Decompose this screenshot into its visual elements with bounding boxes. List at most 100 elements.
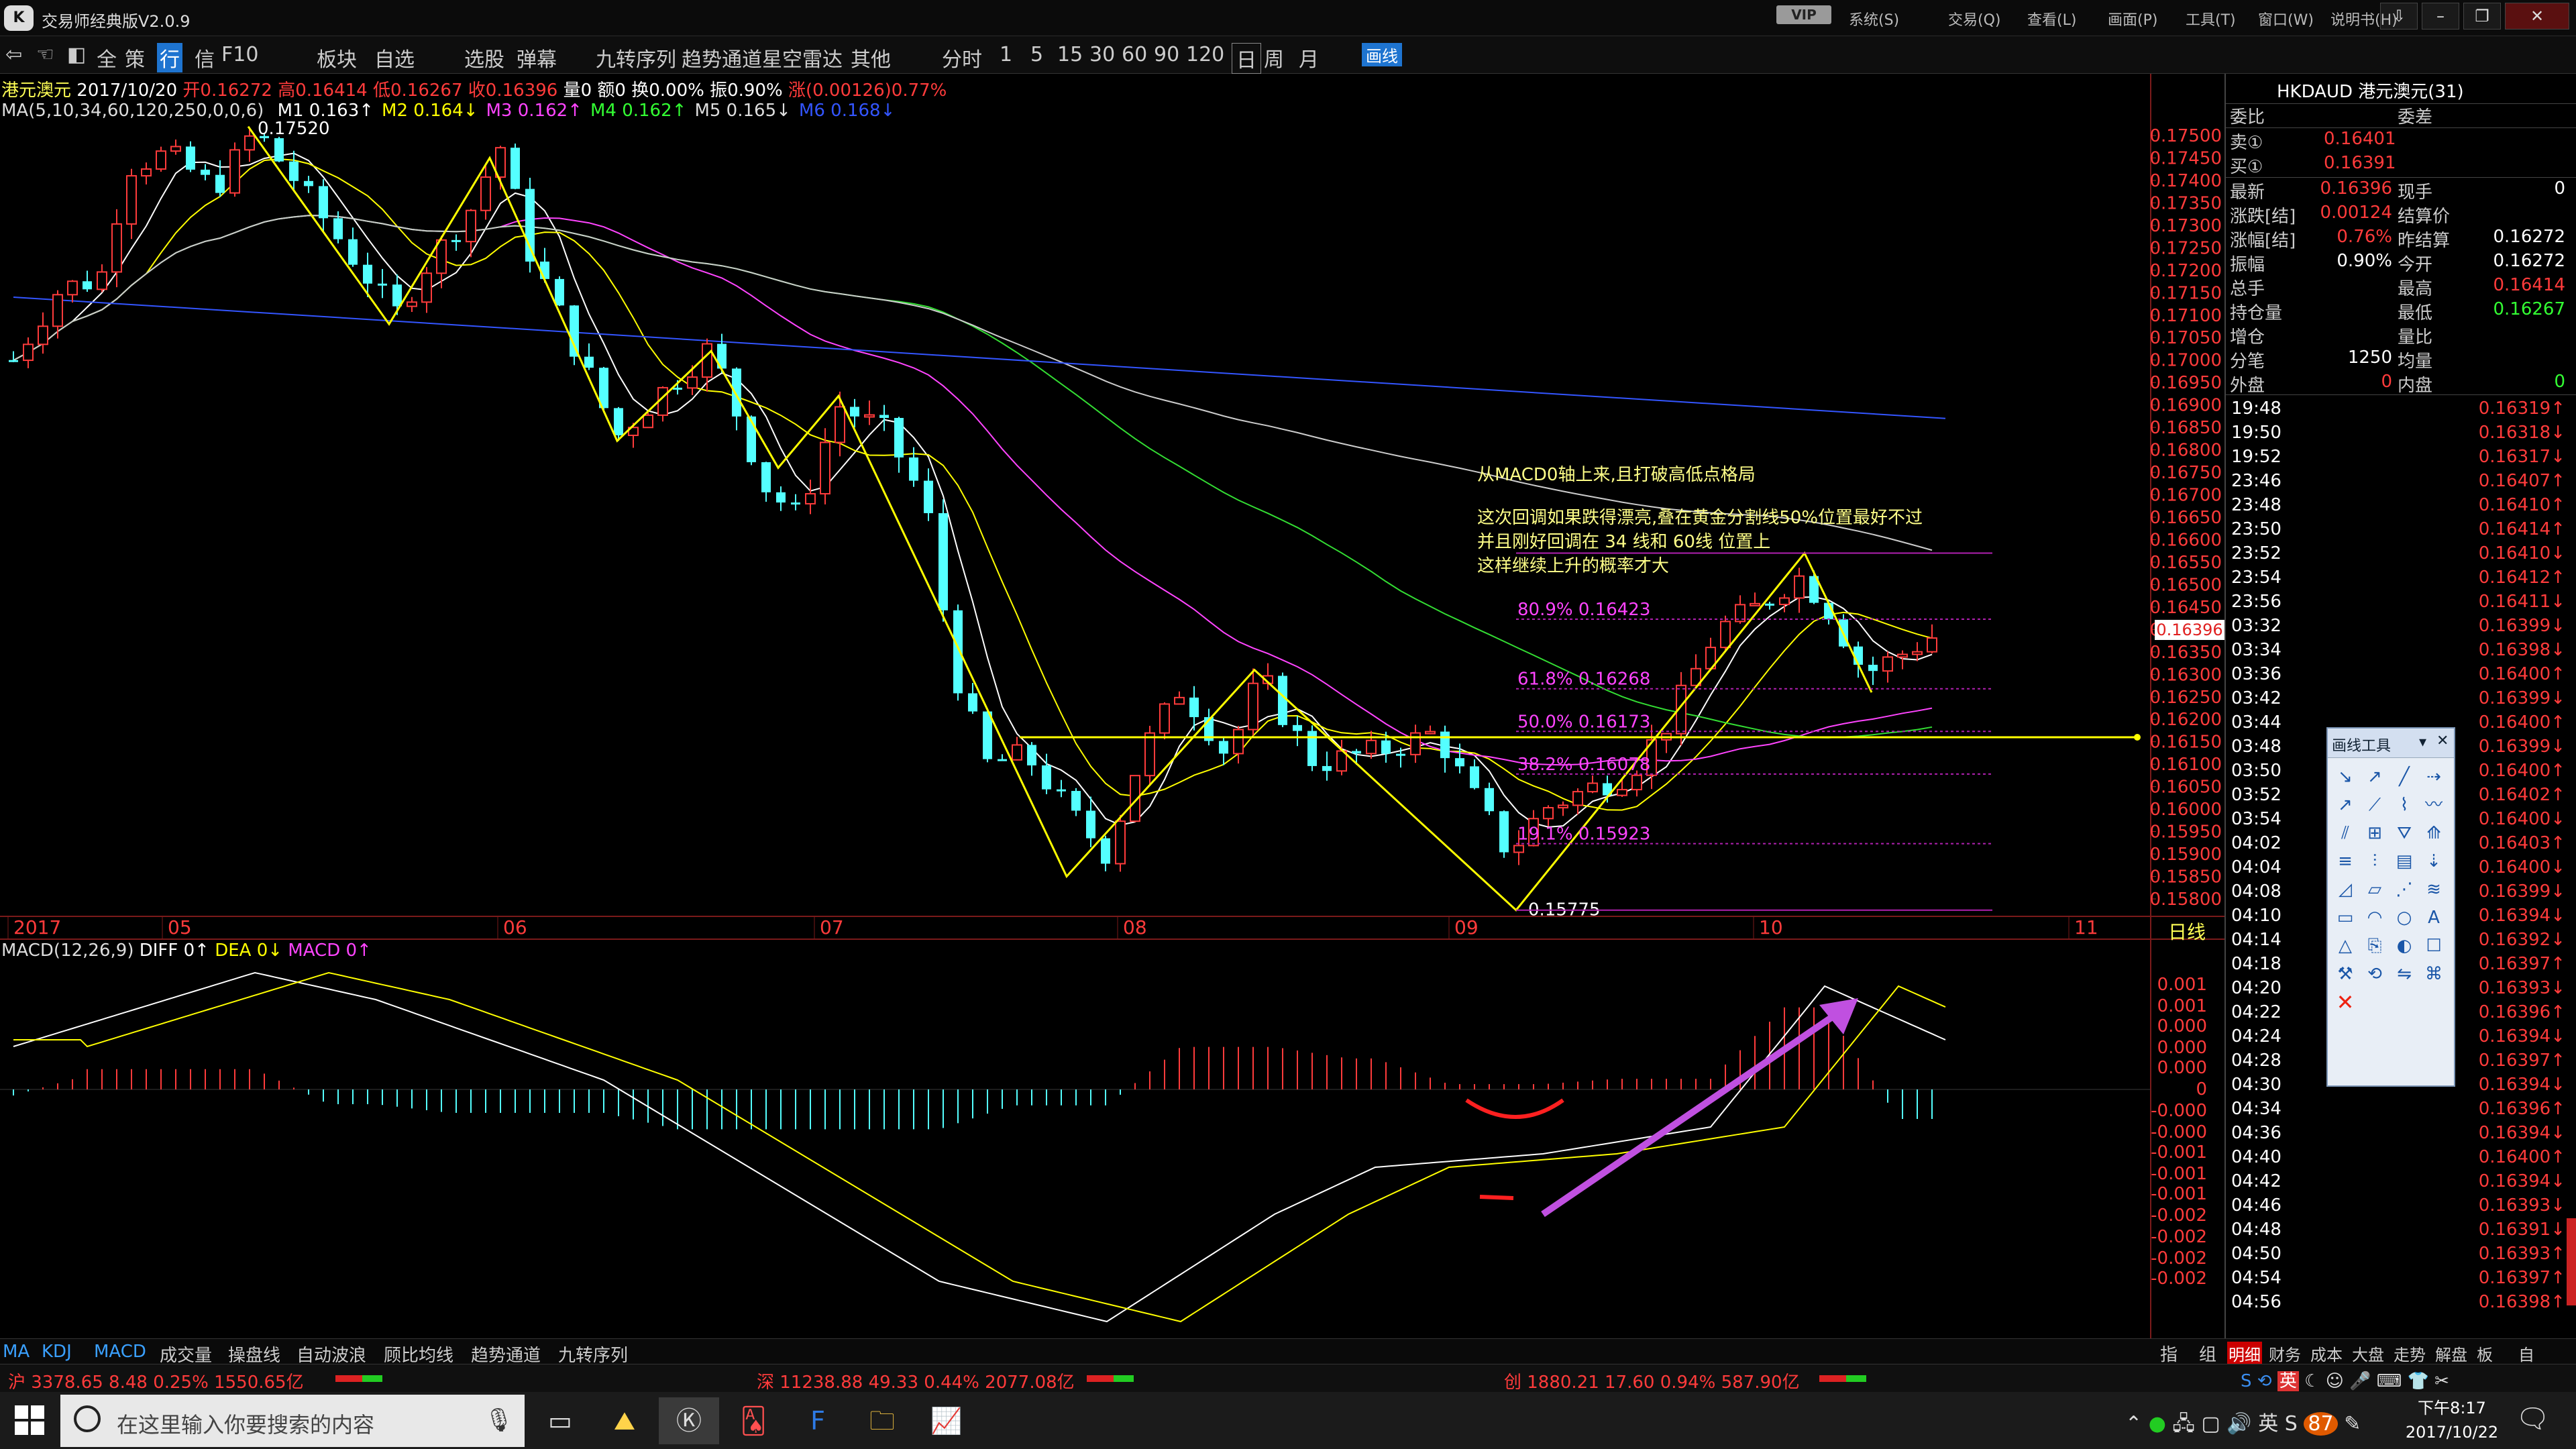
indicator-tab-5[interactable]: 自动波浪 — [297, 1346, 367, 1366]
toolbar-sector-button[interactable]: 板块 — [317, 48, 357, 72]
draw-tool-icon[interactable]: ▱ — [2368, 879, 2381, 900]
draw-tool-icon[interactable]: ╱ — [2399, 767, 2410, 787]
draw-tool-icon[interactable]: ↗ — [2367, 767, 2382, 787]
app-icon-chart[interactable]: 📈 — [930, 1406, 963, 1436]
menu-1[interactable]: 交易(Q) — [1948, 12, 2001, 29]
draw-tool-icon[interactable]: ⇋ — [2397, 964, 2412, 984]
draw-tool-icon[interactable]: ≋ — [2426, 879, 2441, 900]
taskbar-search-box[interactable]: 在这里输入你要搜索的内容 🎙 — [60, 1395, 525, 1447]
toolbar-other-button[interactable]: 其他 — [851, 48, 891, 72]
minimize-button[interactable]: – — [2422, 3, 2459, 30]
toolbar-radar-button[interactable]: 星空雷达 — [762, 48, 843, 72]
right-tab-6[interactable]: 板 — [2477, 1346, 2493, 1364]
clear-drawings-icon[interactable]: ✕ — [2336, 989, 2355, 1015]
tab-group[interactable]: 组 — [2199, 1345, 2217, 1365]
right-tab-1[interactable]: 财务 — [2269, 1346, 2301, 1364]
draw-tool-icon[interactable]: ↗ — [2338, 795, 2353, 815]
app-icon-cards[interactable]: 🂡 — [740, 1406, 767, 1436]
draw-tool-icon[interactable]: A — [2428, 908, 2440, 928]
indicator-tab-4[interactable]: 操盘线 — [228, 1346, 281, 1366]
download-icon[interactable]: ⇩ — [2380, 3, 2418, 30]
emoji-icon[interactable]: ☺ — [2325, 1371, 2344, 1391]
indicator-tab-6[interactable]: 顾比均线 — [384, 1346, 454, 1366]
right-tab-2[interactable]: 成本 — [2310, 1346, 2343, 1364]
draw-tool-icon[interactable]: ≡ — [2338, 851, 2353, 871]
right-tab-7[interactable]: 自 — [2518, 1346, 2534, 1364]
app-icon-stock[interactable]: ⛰ — [614, 1406, 635, 1436]
right-tab-5[interactable]: 解盘 — [2435, 1346, 2467, 1364]
tray-app-icon[interactable]: ● — [2148, 1412, 2166, 1436]
shirt-icon[interactable]: 👕 — [2407, 1371, 2429, 1391]
toolbar-info-button[interactable]: 信 — [195, 48, 215, 72]
indicator-tab-2[interactable]: MACD — [94, 1342, 146, 1362]
toolbar-strategy-button[interactable]: 策 — [125, 48, 145, 72]
draw-tool-icon[interactable]: ◐ — [2396, 936, 2412, 956]
tray-ime-icon[interactable]: 英 — [2258, 1412, 2279, 1436]
right-tab-3[interactable]: 大盘 — [2352, 1346, 2384, 1364]
draw-tool-icon[interactable]: ↘ — [2338, 767, 2353, 787]
draw-tool-icon[interactable]: ⚒ — [2337, 964, 2353, 984]
draw-tool-icon[interactable]: ▭ — [2337, 908, 2354, 928]
toolbar-quote-button[interactable]: 行 — [157, 43, 182, 72]
app-icon-f[interactable]: F — [810, 1406, 825, 1436]
draw-tool-icon[interactable]: ⋰ — [2396, 879, 2413, 900]
draw-tool-icon[interactable]: ⫽ — [2341, 823, 2349, 843]
draw-tool-icon[interactable]: ⌇ — [2400, 795, 2409, 815]
draw-tool-icon[interactable]: ⟲ — [2367, 964, 2382, 984]
draw-tool-icon[interactable]: ⊞ — [2367, 823, 2382, 843]
menu-3[interactable]: 画面(P) — [2108, 12, 2158, 29]
toolbar-p5-button[interactable]: 5 — [1030, 43, 1044, 66]
dropdown-icon[interactable]: ▾ — [2419, 734, 2427, 751]
sogou-icon[interactable]: S — [2241, 1371, 2252, 1391]
support-line-handle[interactable] — [2134, 734, 2141, 741]
vip-badge[interactable]: VIP — [1776, 5, 1831, 24]
toolbar-all-button[interactable]: 全 — [97, 48, 117, 72]
draw-tool-icon[interactable]: ▤ — [2396, 851, 2413, 871]
toolbar-draw-line-button[interactable]: 画线 — [1362, 43, 1402, 66]
toolbar-p60-button[interactable]: 60 — [1122, 43, 1148, 66]
scroll-marker[interactable] — [2567, 1218, 2576, 1305]
ime-icon[interactable]: ⟲ — [2257, 1371, 2272, 1391]
menu-5[interactable]: 窗口(W) — [2258, 12, 2314, 29]
toolbar-month-button[interactable]: 月 — [1299, 48, 1319, 72]
action-center-icon[interactable]: 🗨 — [2516, 1403, 2550, 1434]
tray-sogou-icon[interactable]: S — [2284, 1412, 2298, 1436]
cy-index[interactable]: 创 1880.21 17.60 0.94% 587.90亿 — [1504, 1373, 1800, 1393]
draw-tool-icon[interactable]: ⎘ — [2367, 936, 2382, 956]
draw-tool-icon[interactable]: ◿ — [2339, 879, 2352, 900]
tray-feather-icon[interactable]: ✎ — [2344, 1412, 2361, 1436]
indicator-tab-0[interactable]: MA — [3, 1342, 30, 1362]
moon-icon[interactable]: ☾ — [2304, 1371, 2320, 1391]
tray-network-icon[interactable]: 🖧 — [2172, 1412, 2195, 1436]
tray-monitor-icon[interactable]: ▢ — [2201, 1412, 2220, 1436]
ime-lang-icon[interactable]: 英 — [2277, 1371, 2299, 1391]
drawing-tools-header[interactable]: 画线工具 ▾ ✕ — [2328, 729, 2454, 758]
mic-icon[interactable]: 🎤 — [2349, 1371, 2371, 1391]
tab-index[interactable]: 指 — [2160, 1345, 2178, 1365]
draw-tool-icon[interactable]: ⇣ — [2426, 851, 2441, 871]
menu-2[interactable]: 查看(L) — [2027, 12, 2077, 29]
menu-0[interactable]: 系统(S) — [1849, 12, 1900, 29]
sz-index[interactable]: 深 11238.88 49.33 0.44% 2077.08亿 — [757, 1373, 1075, 1393]
app-icon-trader[interactable]: Ⓚ — [659, 1397, 719, 1444]
microphone-icon[interactable]: 🎙 — [484, 1407, 514, 1434]
draw-tool-icon[interactable]: ⌘ — [2425, 964, 2443, 984]
toolbar-p1-button[interactable]: 1 — [1000, 43, 1013, 66]
draw-tool-icon[interactable]: ☐ — [2426, 936, 2442, 956]
tools-icon[interactable]: ✂ — [2434, 1371, 2449, 1391]
indicator-tab-8[interactable]: 九转序列 — [558, 1346, 629, 1366]
toolbar-timeshare-button[interactable]: 分时 — [942, 48, 982, 72]
back-icon[interactable]: ⇦ — [5, 43, 23, 66]
toolbar-barrage-button[interactable]: 弹幕 — [517, 48, 557, 72]
windows-start-icon[interactable] — [13, 1404, 46, 1436]
task-view-icon[interactable]: ▭ — [548, 1406, 572, 1436]
toolbar-trend-channel-button[interactable]: 趋势通道 — [682, 48, 762, 72]
draw-tool-icon[interactable]: ⟰ — [2426, 823, 2441, 843]
sh-index[interactable]: 沪 3378.65 8.48 0.25% 1550.65亿 — [8, 1373, 304, 1393]
draw-tool-icon[interactable]: ⟋ — [2368, 795, 2381, 815]
toolbar-p90-button[interactable]: 90 — [1154, 43, 1180, 66]
toolbar-day-button[interactable]: 日 — [1232, 43, 1261, 74]
maximize-button[interactable]: ❐ — [2463, 3, 2501, 30]
taskbar-clock[interactable]: 下午8:17 2017/10/22 — [2402, 1396, 2502, 1444]
